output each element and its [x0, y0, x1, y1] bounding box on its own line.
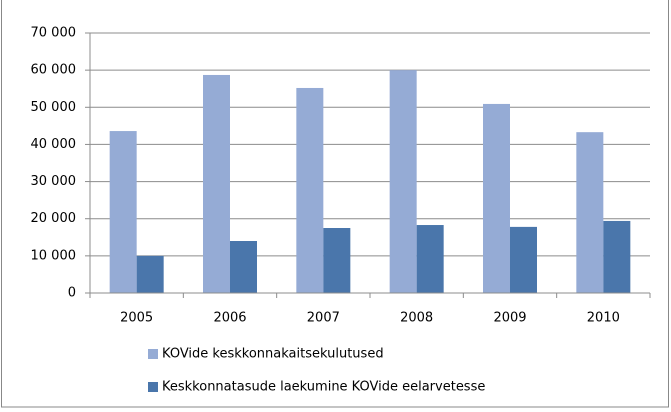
legend-swatch — [148, 382, 158, 392]
bar — [136, 255, 164, 293]
bar — [109, 131, 137, 293]
bar — [323, 228, 351, 293]
bar — [389, 70, 417, 294]
bar — [203, 74, 230, 293]
x-tick-label: 2007 — [307, 311, 340, 326]
x-tick-label: 2005 — [120, 311, 153, 326]
bar — [483, 103, 510, 293]
y-tick-label: 0 — [68, 286, 76, 301]
bar — [510, 226, 537, 293]
y-tick-label: 70 000 — [31, 26, 77, 41]
y-tick-label: 10 000 — [31, 248, 77, 263]
y-tick-label: 20 000 — [31, 211, 77, 226]
bar — [230, 241, 257, 293]
bar — [296, 87, 324, 293]
y-tick-label: 30 000 — [31, 174, 77, 189]
y-tick-label: 60 000 — [31, 63, 77, 78]
legend-swatch — [148, 349, 158, 359]
y-tick-label: 50 000 — [31, 100, 77, 115]
x-tick-label: 2009 — [493, 311, 526, 326]
x-tick-label: 2006 — [213, 311, 246, 326]
bar — [603, 220, 631, 293]
legend-label: KOVide keskkonnakaitsekulutused — [162, 347, 384, 362]
x-tick-label: 2010 — [587, 311, 620, 326]
legend-label: Keskkonnatasude laekumine KOVide eelarve… — [162, 380, 485, 395]
bar — [416, 225, 444, 293]
bar — [576, 132, 604, 293]
x-tick-label: 2008 — [400, 311, 433, 326]
y-tick-label: 40 000 — [31, 137, 77, 152]
